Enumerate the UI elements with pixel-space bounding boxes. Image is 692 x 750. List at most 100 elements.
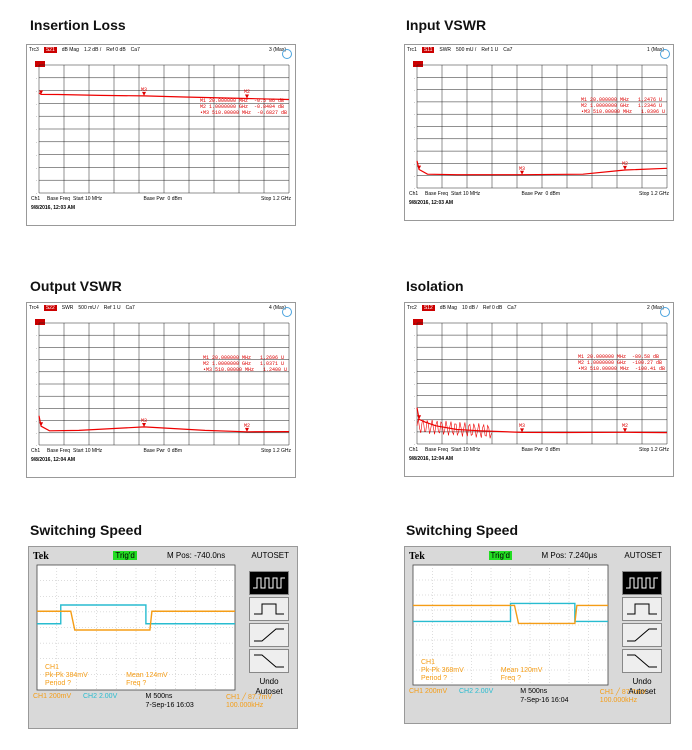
marker-label-m3: M3 xyxy=(519,423,526,430)
y-tick-mark: - xyxy=(414,125,415,129)
ch1-scale: CH1 200mV xyxy=(409,688,448,695)
scope-status-bar: Tek Trig'd M Pos: -740.0ns AUTOSET xyxy=(33,550,293,562)
cal-set: Ca7 xyxy=(507,305,517,311)
trace-count: 1 (Max) xyxy=(647,47,664,53)
horizontal-position: M Pos: -740.0ns xyxy=(167,551,226,560)
cal-set: Ca7 xyxy=(125,305,135,311)
base-pwr: Base Pwr xyxy=(521,447,543,453)
trigger-level: CH1 ╱ 87.7mV xyxy=(599,689,647,696)
trace-id: Trc2 xyxy=(407,305,417,311)
trace-scale: 500 mU / xyxy=(456,47,477,53)
scope-screen xyxy=(412,564,609,686)
plot-area: - - - - - - - - - - - xyxy=(414,322,668,447)
trace-id: Trc4 xyxy=(29,305,39,311)
y-tick-mark: - xyxy=(36,395,37,399)
falling-edge-icon[interactable] xyxy=(249,649,289,673)
marker-triangle xyxy=(622,165,627,170)
square-wave-icon[interactable] xyxy=(622,571,662,595)
trace-id: Trc1 xyxy=(407,47,417,53)
cal-set: Ca7 xyxy=(130,47,140,53)
sweep-footer: Ch1 Base Freq Start 10 MHz Base Pwr 0 dBm Sto… xyxy=(31,448,291,456)
stop-freq: Stop 1.2 GHz xyxy=(638,447,669,453)
square-wave-icon[interactable] xyxy=(249,571,289,595)
y-tick-mark: - xyxy=(414,162,415,166)
y-tick-mark: - xyxy=(414,322,415,326)
y-tick-mark: - xyxy=(414,406,415,410)
sweep-footer: Ch1 Base Freq Start 10 MHz Base Pwr 0 dBm Sto… xyxy=(409,191,669,199)
undo-autoset-button[interactable]: Undo Autoset xyxy=(620,677,664,697)
trace-line xyxy=(38,415,290,433)
y-tick-mark: - xyxy=(414,370,415,374)
scope-panel: Tek Trig'd M Pos: 7.240μs AUTOSET CH1 Pk-Pk … xyxy=(404,546,671,724)
scope-status-bar: Tek Trig'd M Pos: 7.240μs AUTOSET xyxy=(409,550,666,562)
active-trace-chip xyxy=(413,319,423,325)
base-pwr-value: 0 dBm xyxy=(545,447,560,453)
channel: Ch1 xyxy=(409,191,419,197)
y-tick-mark: - xyxy=(36,179,37,183)
trigger-frequency: 100.000kHz xyxy=(225,702,264,709)
marker-triangle xyxy=(142,422,147,427)
brand-logo: Tek xyxy=(33,551,49,562)
trigger-frequency: 100.000kHz xyxy=(599,697,638,704)
trigger-status: Trig'd xyxy=(113,551,137,560)
base-pwr: Base Pwr xyxy=(143,448,165,454)
stop-freq: Stop 1.2 GHz xyxy=(260,196,291,202)
y-tick-mark: - xyxy=(414,382,415,386)
trace-format: SWR xyxy=(61,305,74,311)
y-tick-mark: - xyxy=(36,153,37,157)
ch1-scale: CH1 200mV xyxy=(33,693,72,700)
scope-panel: Tek Trig'd M Pos: -740.0ns AUTOSET CH1 Pk-Pk… xyxy=(28,546,298,729)
base-freq: Base Freq xyxy=(425,191,449,197)
ch2-waveform xyxy=(413,602,608,623)
marker-label-m3: M3 xyxy=(519,165,526,172)
horizontal-position: M Pos: 7.240μs xyxy=(541,551,598,560)
y-tick-mark: - xyxy=(414,64,415,68)
timebase: M 500ns xyxy=(520,688,548,695)
marker-row: •M3 510.00000 MHz -100.41 dB xyxy=(577,366,665,373)
y-tick-mark: - xyxy=(414,137,415,141)
marker-label-m2: M2 xyxy=(621,160,628,167)
marker-triangle xyxy=(417,165,422,170)
base-freq: Base Freq xyxy=(47,196,71,202)
y-tick-mark: - xyxy=(414,334,415,338)
y-tick-mark: - xyxy=(36,358,37,362)
marker-label-m3: M3 xyxy=(141,86,148,93)
marker-table: M1 20.000000 MHz 1.2476 U M2 1.0000000 GH… xyxy=(581,97,665,115)
mean-measurement: Mean 120mV Freq ? xyxy=(500,667,543,682)
active-trace-chip xyxy=(35,319,45,325)
trace-param: S22 xyxy=(43,305,57,311)
trace-ref: Ref 1 U xyxy=(103,305,121,311)
y-tick-mark: - xyxy=(36,383,37,387)
y-tick-mark: - xyxy=(414,430,415,434)
ch1-measurements: CH1 Pk-Pk 368mV Period ? xyxy=(421,659,464,682)
rising-edge-icon[interactable] xyxy=(249,623,289,647)
y-tick-mark: - xyxy=(36,76,37,80)
base-freq: Base Freq xyxy=(425,447,449,453)
autoset-menu: Undo Autoset xyxy=(616,565,668,696)
trace-header: Trc1 S11 SWR 500 mU / Ref 1 U Ca7 1 (Max) xyxy=(407,47,671,56)
base-pwr-value: 0 dBm xyxy=(167,196,182,202)
trace-ref: Ref 0 dB xyxy=(106,47,126,53)
y-tick-mark: - xyxy=(414,100,415,104)
rising-edge-icon[interactable] xyxy=(622,623,662,647)
trace-noise xyxy=(416,418,492,439)
undo-autoset-button[interactable]: Undo Autoset xyxy=(247,677,291,697)
ch2-scale: CH2 2.00V xyxy=(83,693,118,700)
y-tick-mark: - xyxy=(36,140,37,144)
y-tick-mark: - xyxy=(414,88,415,92)
plot-area: - - - - - - - - - - - xyxy=(36,322,290,448)
autoset-label: Autoset xyxy=(255,687,283,696)
single-pulse-icon[interactable] xyxy=(622,597,662,621)
marker-row: M2 1.0000000 GHz -0.8404 dB xyxy=(199,104,284,111)
marker-row: M1 20.000000 MHz 1.2476 U xyxy=(580,96,662,103)
falling-edge-icon[interactable] xyxy=(622,649,662,673)
y-tick-mark: - xyxy=(414,150,415,154)
base-pwr: Base Pwr xyxy=(521,191,543,197)
autoset-label: Autoset xyxy=(628,687,656,696)
marker-triangle xyxy=(39,422,44,427)
y-tick-mark: - xyxy=(414,113,415,117)
marker-triangle xyxy=(39,90,44,95)
y-tick-mark: - xyxy=(36,419,37,423)
base-pwr-value: 0 dBm xyxy=(545,191,560,197)
single-pulse-icon[interactable] xyxy=(249,597,289,621)
